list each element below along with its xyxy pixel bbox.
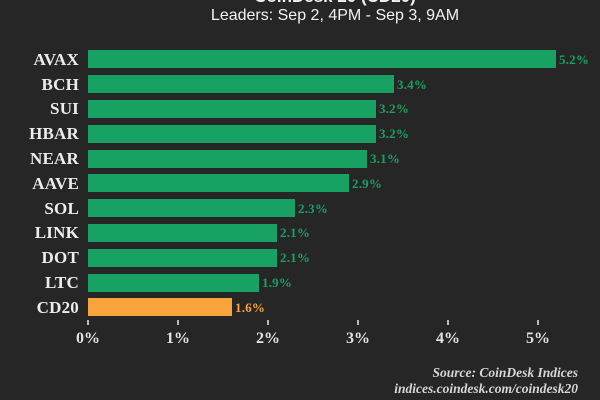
tick-label: 3% <box>346 330 370 347</box>
bar <box>88 99 376 118</box>
x-axis-tick: 3% <box>346 320 370 347</box>
x-axis-tick: 4% <box>436 320 460 347</box>
category-label: DOT <box>41 248 79 268</box>
bar-value-label: 2.3% <box>298 200 329 216</box>
tick-mark <box>447 320 449 325</box>
bar-row: BCH 3.4% <box>0 72 600 97</box>
bar-value-label: 3.1% <box>370 151 401 167</box>
bar <box>88 273 259 292</box>
bar-value-label: 3.2% <box>379 126 410 142</box>
x-axis-tick: 5% <box>526 320 550 347</box>
bar-row: LTC 1.9% <box>0 270 600 295</box>
bar-row: SUI 3.2% <box>0 97 600 122</box>
bar <box>88 50 556 69</box>
tick-mark <box>267 320 269 325</box>
category-label: HBAR <box>29 124 79 144</box>
category-label: LTC <box>45 273 79 293</box>
category-label: CD20 <box>36 297 79 317</box>
tick-label: 1% <box>166 330 190 347</box>
bar-row: SOL 2.3% <box>0 196 600 221</box>
bar <box>88 199 295 218</box>
bar-row: AAVE 2.9% <box>0 171 600 196</box>
tick-mark <box>537 320 539 325</box>
x-axis-tick: 2% <box>256 320 280 347</box>
bar-value-label: 1.6% <box>235 299 266 315</box>
chart-title: CoinDesk 20 (CD20) <box>90 0 580 6</box>
category-label: NEAR <box>30 149 79 169</box>
bar <box>88 174 349 193</box>
chart-subtitle: Leaders: Sep 2, 4PM - Sep 3, 9AM <box>210 7 460 24</box>
bar-highlight <box>88 298 232 317</box>
bar-row: NEAR 3.1% <box>0 146 600 171</box>
bar-value-label: 5.2% <box>559 51 590 67</box>
bar <box>88 124 376 143</box>
source-url: indices.coindesk.com/coindesk20 <box>394 380 578 396</box>
bar <box>88 149 367 168</box>
bar-row: DOT 2.1% <box>0 245 600 270</box>
bar-row: AVAX 5.2% <box>0 47 600 72</box>
tick-mark <box>177 320 179 325</box>
bar <box>88 248 277 267</box>
bar-row: CD20 1.6% <box>0 295 600 320</box>
tick-label: 5% <box>526 330 550 347</box>
x-axis-tick: 1% <box>166 320 190 347</box>
category-label: SOL <box>44 198 79 218</box>
tick-label: 0% <box>76 330 100 347</box>
tick-mark <box>357 320 359 325</box>
chart-header: CoinDesk 20 (CD20) Leaders: Sep 2, 4PM -… <box>90 0 580 26</box>
bar-chart-plot: AVAX 5.2% BCH 3.4% SUI 3.2% HBAR 3.2% NEAR 3.1% AA… <box>0 47 600 320</box>
bar-value-label: 3.4% <box>397 76 428 92</box>
x-axis-tick: 0% <box>76 320 100 347</box>
source-attribution: Source: CoinDesk Indices indices.coindes… <box>394 365 578 396</box>
bar-value-label: 2.9% <box>352 175 383 191</box>
bar-row: HBAR 3.2% <box>0 121 600 146</box>
tick-label: 4% <box>436 330 460 347</box>
bar <box>88 75 394 94</box>
bar-value-label: 1.9% <box>262 275 293 291</box>
bar-value-label: 2.1% <box>280 250 311 266</box>
bar-value-label: 2.1% <box>280 225 311 241</box>
category-label: AAVE <box>32 173 79 193</box>
bar-value-label: 3.2% <box>379 101 410 117</box>
category-label: AVAX <box>33 49 79 69</box>
source-text: Source: CoinDesk Indices <box>432 365 578 380</box>
category-label: LINK <box>34 223 79 243</box>
category-label: BCH <box>41 74 79 94</box>
x-axis: 0% 1% 2% 3% 4% 5% <box>76 320 588 360</box>
bar-row: LINK 2.1% <box>0 221 600 246</box>
bar <box>88 223 277 242</box>
category-label: SUI <box>50 99 79 119</box>
tick-label: 2% <box>256 330 280 347</box>
tick-mark <box>87 320 89 325</box>
